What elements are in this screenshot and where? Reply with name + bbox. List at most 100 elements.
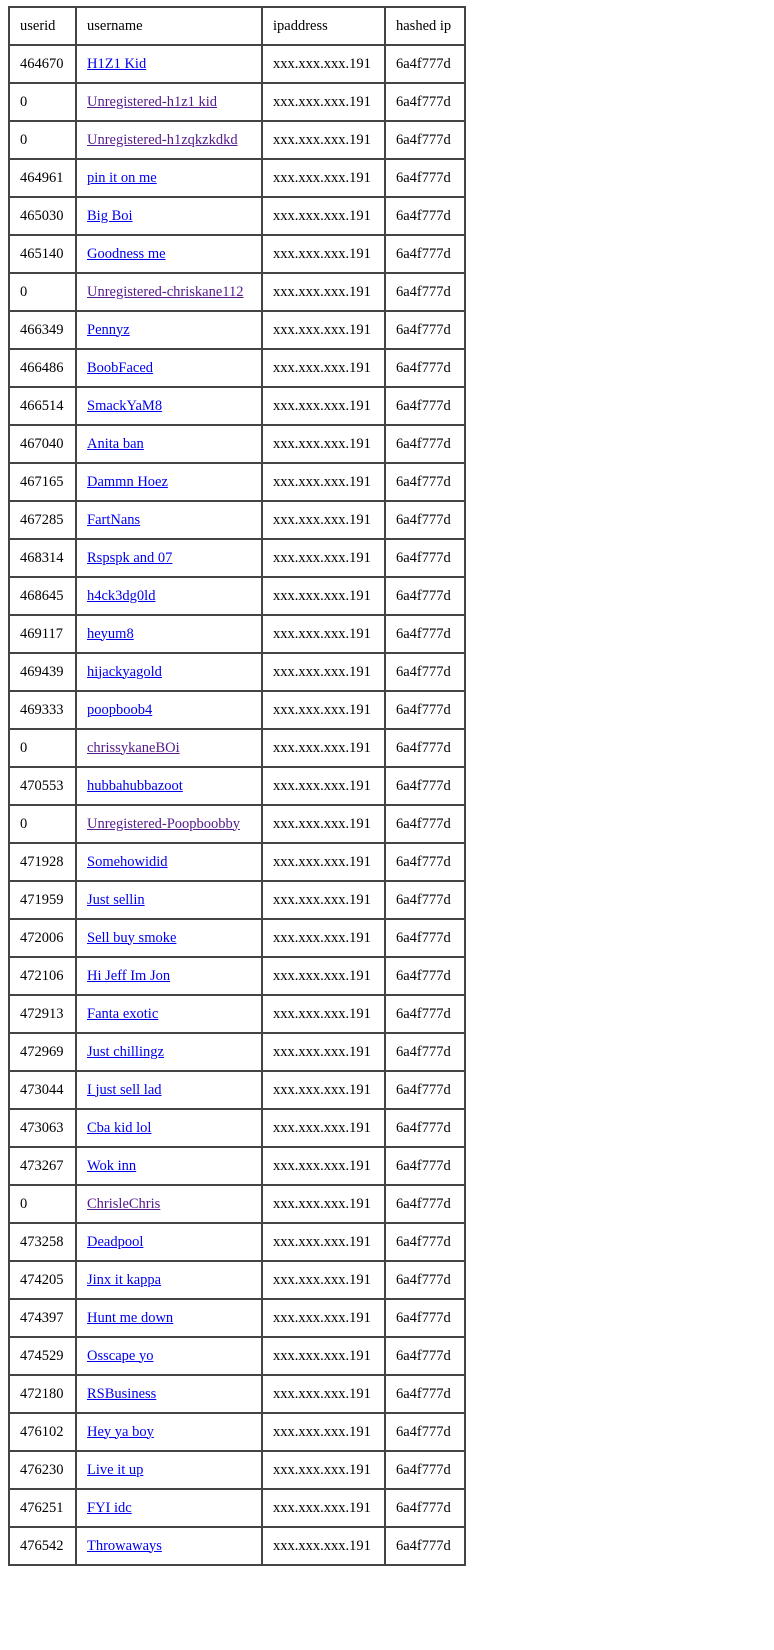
username-link[interactable]: Sell buy smoke [87, 929, 177, 946]
username-link[interactable]: Hunt me down [87, 1309, 174, 1326]
userid-cell: 468645 [8, 576, 77, 616]
userid-cell: 468314 [8, 538, 77, 578]
username-link[interactable]: Osscape yo [87, 1347, 154, 1364]
ipaddress-cell: xxx.xxx.xxx.191 [261, 158, 386, 198]
username-link[interactable]: Live it up [87, 1461, 144, 1478]
username-link[interactable]: Unregistered-h1z1 kid [87, 93, 218, 110]
username-link[interactable]: H1Z1 Kid [87, 55, 147, 72]
table-row: 466514 SmackYaM8 xxx.xxx.xxx.191 6a4f777d [8, 386, 466, 426]
username-link[interactable]: I just sell lad [87, 1081, 162, 1098]
table-row: 471959 Just sellin xxx.xxx.xxx.191 6a4f777d [8, 880, 466, 920]
username-cell: Goodness me [75, 234, 263, 274]
table-row: 467040 Anita ban xxx.xxx.xxx.191 6a4f777d [8, 424, 466, 464]
username-link[interactable]: Big Boi [87, 207, 133, 224]
table-row: 464961 pin it on me xxx.xxx.xxx.191 6a4f777… [8, 158, 466, 198]
hashed-ip-cell: 6a4f777d [384, 766, 466, 806]
hashed-ip-cell: 6a4f777d [384, 158, 466, 198]
userid-cell: 472969 [8, 1032, 77, 1072]
username-cell: Osscape yo [75, 1336, 263, 1376]
table-row: 470553 hubbahubbazoot xxx.xxx.xxx.191 6a4f7… [8, 766, 466, 806]
username-link[interactable]: h4ck3dg0ld [87, 587, 156, 604]
username-link[interactable]: hijackyagold [87, 663, 162, 680]
username-link[interactable]: Throwaways [87, 1537, 162, 1554]
username-link[interactable]: Just sellin [87, 891, 145, 908]
table-body: 464670 H1Z1 Kid xxx.xxx.xxx.191 6a4f777d 0 Un… [8, 44, 466, 1566]
username-link[interactable]: Jinx it kappa [87, 1271, 162, 1288]
userid-cell: 476542 [8, 1526, 77, 1566]
username-link[interactable]: Cba kid lol [87, 1119, 152, 1136]
table-row: 473258 Deadpool xxx.xxx.xxx.191 6a4f777d [8, 1222, 466, 1262]
username-link[interactable]: Goodness me [87, 245, 166, 262]
username-link[interactable]: FartNans [87, 511, 141, 528]
ipaddress-cell: xxx.xxx.xxx.191 [261, 1450, 386, 1490]
userid-cell: 0 [8, 120, 77, 160]
ipaddress-cell: xxx.xxx.xxx.191 [261, 1412, 386, 1452]
userid-cell: 0 [8, 804, 77, 844]
hashed-ip-cell: 6a4f777d [384, 1450, 466, 1490]
username-link[interactable]: hubbahubbazoot [87, 777, 183, 794]
hashed-ip-cell: 6a4f777d [384, 1260, 466, 1300]
ipaddress-cell: xxx.xxx.xxx.191 [261, 348, 386, 388]
hashed-ip-cell: 6a4f777d [384, 500, 466, 540]
username-link[interactable]: Just chillingz [87, 1043, 164, 1060]
username-cell: Cba kid lol [75, 1108, 263, 1148]
userid-cell: 474529 [8, 1336, 77, 1376]
username-link[interactable]: Wok inn [87, 1157, 137, 1174]
ipaddress-cell: xxx.xxx.xxx.191 [261, 272, 386, 312]
username-link[interactable]: pin it on me [87, 169, 157, 186]
username-link[interactable]: Unregistered-h1zqkzkdkd [87, 131, 238, 148]
ipaddress-cell: xxx.xxx.xxx.191 [261, 690, 386, 730]
table-row: 0 Unregistered-chriskane112 xxx.xxx.xxx.19… [8, 272, 466, 312]
username-cell: Hi Jeff Im Jon [75, 956, 263, 996]
hashed-ip-cell: 6a4f777d [384, 82, 466, 122]
hashed-ip-cell: 6a4f777d [384, 310, 466, 350]
username-link[interactable]: ChrisleChris [87, 1195, 161, 1212]
username-link[interactable]: SmackYaM8 [87, 397, 163, 414]
username-cell: Rspspk and 07 [75, 538, 263, 578]
username-link[interactable]: Fanta exotic [87, 1005, 159, 1022]
userid-cell: 469439 [8, 652, 77, 692]
hashed-ip-cell: 6a4f777d [384, 690, 466, 730]
username-cell: Just chillingz [75, 1032, 263, 1072]
username-link[interactable]: Anita ban [87, 435, 144, 452]
userid-cell: 466349 [8, 310, 77, 350]
username-link[interactable]: BoobFaced [87, 359, 154, 376]
username-link[interactable]: Somehowidid [87, 853, 168, 870]
table-row: 474529 Osscape yo xxx.xxx.xxx.191 6a4f777d [8, 1336, 466, 1376]
hashed-ip-cell: 6a4f777d [384, 1070, 466, 1110]
username-link[interactable]: Unregistered-Poopboobby [87, 815, 241, 832]
hashed-ip-cell: 6a4f777d [384, 994, 466, 1034]
username-link[interactable]: Dammn Hoez [87, 473, 168, 490]
username-cell: heyum8 [75, 614, 263, 654]
userid-cell: 472006 [8, 918, 77, 958]
username-link[interactable]: Rspspk and 07 [87, 549, 173, 566]
username-link[interactable]: Deadpool [87, 1233, 144, 1250]
ipaddress-cell: xxx.xxx.xxx.191 [261, 576, 386, 616]
username-link[interactable]: FYI idc [87, 1499, 132, 1516]
ipaddress-cell: xxx.xxx.xxx.191 [261, 424, 386, 464]
hashed-ip-cell: 6a4f777d [384, 1032, 466, 1072]
ipaddress-cell: xxx.xxx.xxx.191 [261, 728, 386, 768]
username-link[interactable]: Pennyz [87, 321, 130, 338]
username-link[interactable]: Hi Jeff Im Jon [87, 967, 171, 984]
username-cell: Hunt me down [75, 1298, 263, 1338]
username-link[interactable]: chrissykaneBOi [87, 739, 180, 756]
ipaddress-cell: xxx.xxx.xxx.191 [261, 44, 386, 84]
username-cell: Hey ya boy [75, 1412, 263, 1452]
username-link[interactable]: poopboob4 [87, 701, 153, 718]
userid-cell: 465030 [8, 196, 77, 236]
username-link[interactable]: Unregistered-chriskane112 [87, 283, 244, 300]
ipaddress-cell: xxx.xxx.xxx.191 [261, 842, 386, 882]
userid-cell: 476102 [8, 1412, 77, 1452]
username-link[interactable]: RSBusiness [87, 1385, 157, 1402]
username-link[interactable]: heyum8 [87, 625, 134, 642]
username-link[interactable]: Hey ya boy [87, 1423, 154, 1440]
userid-cell: 470553 [8, 766, 77, 806]
table-row: 0 ChrisleChris xxx.xxx.xxx.191 6a4f777d [8, 1184, 466, 1224]
username-cell: I just sell lad [75, 1070, 263, 1110]
hashed-ip-cell: 6a4f777d [384, 196, 466, 236]
table-row: 471928 Somehowidid xxx.xxx.xxx.191 6a4f777d [8, 842, 466, 882]
userid-cell: 465140 [8, 234, 77, 274]
ipaddress-cell: xxx.xxx.xxx.191 [261, 462, 386, 502]
hashed-ip-cell: 6a4f777d [384, 956, 466, 996]
